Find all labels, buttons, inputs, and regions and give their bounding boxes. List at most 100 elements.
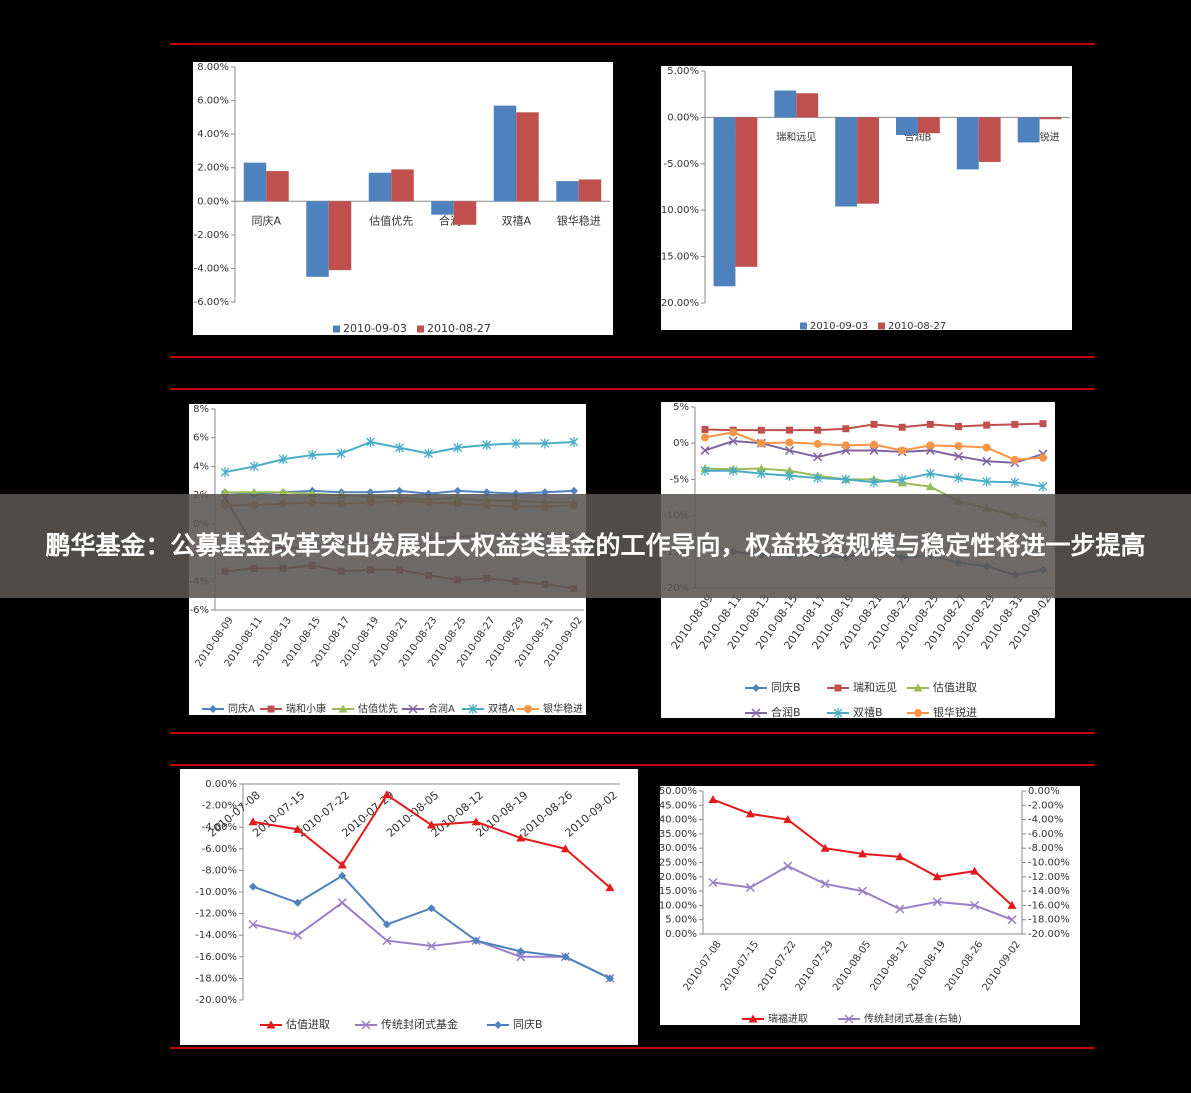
marker xyxy=(482,439,492,450)
bar xyxy=(774,90,797,118)
legend-swatch xyxy=(333,325,340,333)
marker xyxy=(745,882,755,893)
marker xyxy=(471,817,481,826)
y-tick-label: -4.00% xyxy=(194,263,229,274)
y2-tick-label: -14.00% xyxy=(1028,886,1070,897)
legend-swatch xyxy=(417,325,424,333)
legend-label: 估值优先 xyxy=(358,702,398,715)
marker xyxy=(757,439,766,448)
legend-label: 合润A xyxy=(428,702,455,715)
marker xyxy=(606,974,614,983)
legend-label: 双禧B xyxy=(853,706,883,719)
bar xyxy=(368,172,392,202)
marker xyxy=(857,886,868,896)
y-tick-label: 45.00% xyxy=(659,800,697,811)
marker xyxy=(785,470,794,481)
y-tick-label: -10.00% xyxy=(657,205,699,216)
bar xyxy=(306,201,329,277)
marker xyxy=(427,904,436,913)
legend-marker xyxy=(834,684,842,692)
marker xyxy=(249,487,259,496)
chart: -20.00% -18.00% -16.00% -14.00% -12.00% -10.0… xyxy=(180,769,638,1045)
bar xyxy=(493,105,517,202)
y2-tick-label: -12.00% xyxy=(1028,872,1070,883)
marker xyxy=(745,809,755,818)
marker xyxy=(756,468,766,479)
marker xyxy=(841,441,850,450)
marker xyxy=(516,833,526,842)
marker xyxy=(813,452,823,462)
y-tick-label: -2.00% xyxy=(202,801,237,812)
headline-banner: 鹏华基金：公募基金改革突出发展壮大权益类基金的工作导向，权益投资规模与稳定性将进… xyxy=(0,494,1191,598)
y-tick-label: 5% xyxy=(673,402,689,413)
y-tick-label: 10.00% xyxy=(659,900,697,911)
chart: 0.00% 5.00% 10.00% 15.00% 20.00% 25.00% 30.00%… xyxy=(659,786,1080,1025)
marker xyxy=(365,437,375,448)
marker xyxy=(983,421,991,429)
legend-label: 2010-08-27 xyxy=(427,322,491,335)
marker xyxy=(708,795,718,804)
y-tick-label: -18.00% xyxy=(195,973,237,984)
y-tick-label: 0.00% xyxy=(205,779,237,790)
marker xyxy=(953,451,964,461)
y-tick-label: -14.00% xyxy=(195,930,237,941)
marker xyxy=(1007,900,1017,909)
marker xyxy=(841,474,851,485)
marker xyxy=(516,947,525,956)
marker xyxy=(784,445,795,455)
y-tick-label: -6.00% xyxy=(194,297,229,308)
y-tick-label: -6% xyxy=(190,605,209,616)
marker xyxy=(708,877,718,888)
y-tick-label: 40.00% xyxy=(659,815,697,826)
marker xyxy=(932,897,942,907)
legend-marker xyxy=(752,684,760,692)
legend-marker xyxy=(748,1014,758,1023)
marker xyxy=(424,448,434,459)
y-tick-label: 30.00% xyxy=(659,843,697,854)
legend-marker xyxy=(494,1021,502,1029)
marker xyxy=(337,898,347,908)
bar xyxy=(453,201,477,225)
legend-label: 银华稳进 xyxy=(543,702,583,715)
legend-marker xyxy=(844,1014,854,1024)
y2-tick-label: -18.00% xyxy=(1028,915,1070,926)
marker xyxy=(785,466,794,475)
y-tick-label: 20.00% xyxy=(659,872,697,883)
marker xyxy=(248,919,258,929)
marker xyxy=(701,425,709,433)
marker xyxy=(293,930,303,940)
y-tick-label: 25.00% xyxy=(659,858,697,869)
legend-marker xyxy=(468,704,478,714)
marker xyxy=(249,882,257,891)
marker xyxy=(785,438,794,447)
marker xyxy=(756,464,766,473)
legend-label: 2010-09-03 xyxy=(343,322,407,335)
marker xyxy=(511,438,521,449)
marker xyxy=(453,486,462,495)
marker xyxy=(842,425,850,433)
marker xyxy=(338,871,347,880)
marker xyxy=(382,920,391,929)
chart: -6.00% -4.00% -2.00% 0.00% 2.00% 4.00% 6.00% 8.… xyxy=(193,62,613,335)
y-tick-label: 5.00% xyxy=(665,915,697,926)
legend-marker xyxy=(408,704,418,714)
marker xyxy=(970,866,980,875)
bar xyxy=(516,112,539,202)
marker xyxy=(869,445,879,455)
y-tick-label: -5.00% xyxy=(664,159,699,170)
marker xyxy=(926,420,934,428)
legend-marker xyxy=(524,705,532,713)
bar xyxy=(431,201,454,215)
marker xyxy=(307,449,317,460)
legend-label: 合润B xyxy=(771,705,801,719)
marker xyxy=(925,468,935,479)
marker xyxy=(786,426,793,434)
marker xyxy=(516,952,526,962)
legend-label: 双禧A xyxy=(488,702,515,715)
marker xyxy=(278,454,288,465)
marker xyxy=(982,456,992,466)
marker xyxy=(728,465,738,476)
legend-marker xyxy=(914,709,922,717)
y-tick-label: 50.00% xyxy=(659,786,697,797)
marker xyxy=(870,420,878,428)
